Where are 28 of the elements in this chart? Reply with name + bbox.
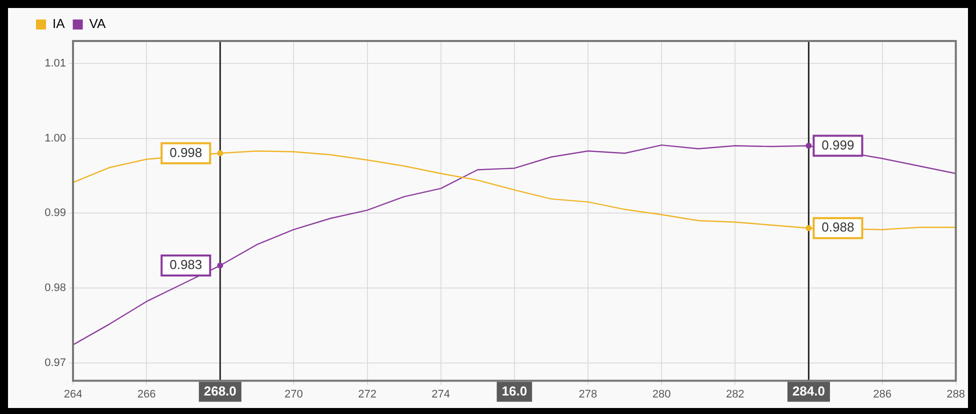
point	[806, 142, 812, 149]
y-tick-label: 1.00	[44, 132, 66, 144]
legend-label: VA	[89, 16, 106, 32]
annotation: 0.999	[822, 137, 854, 152]
y-tick-label: 0.98	[44, 282, 66, 294]
x-tick-label: 278	[578, 388, 598, 400]
annotation: 0.983	[170, 257, 202, 272]
ref-line-label: 284.0	[792, 383, 825, 398]
x-tick-label: 282	[726, 388, 744, 400]
y-tick-label: 0.99	[44, 207, 66, 220]
legend-label: IA	[52, 16, 66, 32]
point	[217, 150, 224, 156]
x-tick-label: 270	[284, 388, 303, 400]
x-tick-label: 280	[652, 388, 671, 400]
x-tick-label: 272	[358, 388, 376, 400]
y-tick-label: 1.01	[44, 57, 66, 70]
x-tick-label: 264	[64, 388, 82, 400]
ref-line-label: 268.0	[204, 383, 236, 398]
x-tick-label: 266	[137, 388, 156, 400]
annotation: 16.0	[502, 383, 528, 398]
x-tick-label: 288	[946, 388, 966, 400]
x-tick-label: 274	[432, 388, 450, 400]
point	[217, 262, 224, 269]
annotation: 0.988	[822, 220, 854, 235]
annotation: 0.998	[170, 144, 202, 160]
x-tick-label: 286	[873, 388, 892, 400]
point	[806, 225, 812, 232]
y-tick-label: 0.97	[44, 356, 66, 369]
